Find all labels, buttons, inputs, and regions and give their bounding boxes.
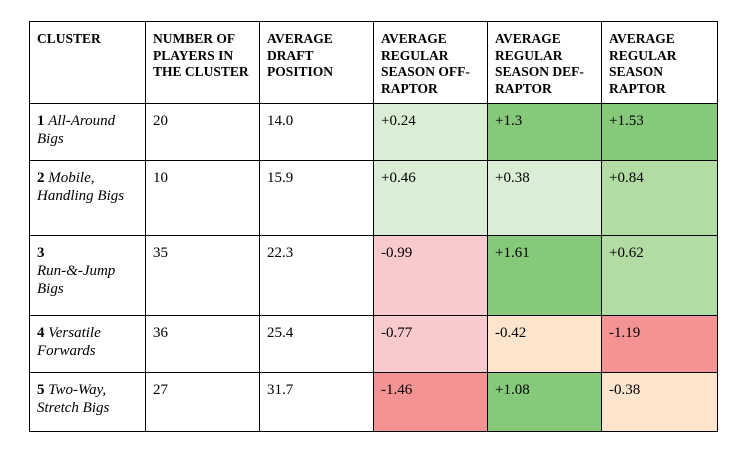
raptor-cell: -1.19 — [601, 315, 718, 373]
draft-cell: 31.7 — [259, 372, 374, 432]
def-raptor-cell: +1.3 — [487, 103, 602, 161]
header-def-raptor: AVERAGE REGULAR SEASON DEF-RAPTOR — [487, 21, 602, 104]
def-raptor-cell: -0.42 — [487, 315, 602, 373]
off-raptor-cell: -0.99 — [373, 235, 488, 316]
cluster-number: 5 — [37, 382, 45, 398]
cluster-name: Two-Way, Stretch Bigs — [37, 382, 110, 416]
header-draft: AVERAGE DRAFT POSITION — [259, 21, 374, 104]
cluster-name: Mobile, Handling Bigs — [37, 170, 125, 204]
table-row: 5 Two-Way, Stretch Bigs 27 31.7 -1.46 +1… — [29, 372, 718, 432]
def-raptor-cell: +1.08 — [487, 372, 602, 432]
def-raptor-cell: +1.61 — [487, 235, 602, 316]
table-row: 3 Run-&-Jump Bigs 35 22.3 -0.99 +1.61 +0.… — [29, 235, 718, 316]
players-cell: 27 — [145, 372, 260, 432]
players-cell: 35 — [145, 235, 260, 316]
cluster-name: Versatile Forwards — [37, 325, 101, 359]
table-row: 4 Versatile Forwards 36 25.4 -0.77 -0.42… — [29, 315, 718, 373]
off-raptor-cell: -1.46 — [373, 372, 488, 432]
raptor-cell: +1.53 — [601, 103, 718, 161]
header-cluster: CLUSTER — [29, 21, 146, 104]
draft-cell: 15.9 — [259, 160, 374, 236]
players-cell: 10 — [145, 160, 260, 236]
draft-cell: 22.3 — [259, 235, 374, 316]
cluster-cell: 3 Run-&-Jump Bigs — [29, 235, 146, 316]
raptor-cell: +0.84 — [601, 160, 718, 236]
header-off-raptor: AVERAGE REGULAR SEASON OFF-RAPTOR — [373, 21, 488, 104]
cluster-number: 3 — [37, 245, 45, 261]
players-cell: 36 — [145, 315, 260, 373]
players-cell: 20 — [145, 103, 260, 161]
header-raptor: AVERAGE REGULAR SEASON RAPTOR — [601, 21, 718, 104]
cluster-table: CLUSTER NUMBER OF PLAYERS IN THE CLUSTER… — [29, 21, 718, 432]
cluster-number: 1 — [37, 113, 45, 129]
off-raptor-cell: -0.77 — [373, 315, 488, 373]
draft-cell: 14.0 — [259, 103, 374, 161]
cluster-number: 4 — [37, 325, 45, 341]
raptor-cell: +0.62 — [601, 235, 718, 316]
cluster-number: 2 — [37, 170, 45, 186]
off-raptor-cell: +0.46 — [373, 160, 488, 236]
def-raptor-cell: +0.38 — [487, 160, 602, 236]
cluster-name: All-Around Bigs — [37, 113, 116, 147]
cluster-cell: 4 Versatile Forwards — [29, 315, 146, 373]
header-row: CLUSTER NUMBER OF PLAYERS IN THE CLUSTER… — [29, 21, 718, 104]
header-players: NUMBER OF PLAYERS IN THE CLUSTER — [145, 21, 260, 104]
draft-cell: 25.4 — [259, 315, 374, 373]
raptor-cell: -0.38 — [601, 372, 718, 432]
off-raptor-cell: +0.24 — [373, 103, 488, 161]
cluster-cell: 1 All-Around Bigs — [29, 103, 146, 161]
cluster-cell: 5 Two-Way, Stretch Bigs — [29, 372, 146, 432]
table-row: 2 Mobile, Handling Bigs 10 15.9 +0.46 +0… — [29, 160, 718, 236]
table-row: 1 All-Around Bigs 20 14.0 +0.24 +1.3 +1.… — [29, 103, 718, 161]
cluster-cell: 2 Mobile, Handling Bigs — [29, 160, 146, 236]
cluster-name: Run-&-Jump Bigs — [37, 263, 116, 297]
